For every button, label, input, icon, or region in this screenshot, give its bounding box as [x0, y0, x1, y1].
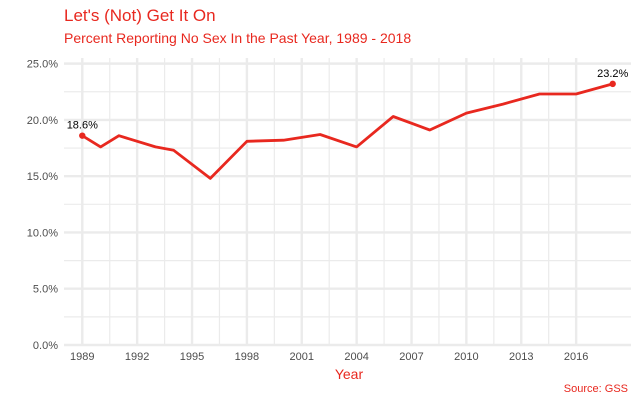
data-label: 23.2%	[597, 68, 628, 80]
source-caption: Source: GSS	[563, 383, 628, 395]
x-tick-label: 2004	[344, 351, 368, 363]
x-tick-label: 2016	[564, 351, 588, 363]
chart-title: Let's (Not) Get It On	[64, 6, 216, 25]
x-tick-label: 1992	[125, 351, 149, 363]
x-tick-label: 1998	[235, 351, 259, 363]
x-tick-label: 2013	[509, 351, 533, 363]
y-tick-label: 20.0%	[27, 115, 58, 127]
chart-subtitle: Percent Reporting No Sex In the Past Yea…	[64, 30, 412, 46]
y-tick-label: 10.0%	[27, 227, 58, 239]
x-tick-label: 2001	[290, 351, 314, 363]
y-tick-label: 0.0%	[33, 340, 58, 352]
x-tick-label: 1995	[180, 351, 204, 363]
y-tick-label: 5.0%	[33, 284, 58, 296]
annotation-point	[79, 132, 86, 139]
data-label: 18.6%	[67, 120, 98, 132]
x-tick-label: 2010	[454, 351, 478, 363]
y-tick-label: 25.0%	[27, 59, 58, 71]
annotation-point	[609, 80, 616, 88]
x-tick-label: 1989	[70, 351, 94, 363]
x-tick-label: 2007	[399, 351, 423, 363]
y-tick-label: 15.0%	[27, 171, 58, 183]
x-axis-title: Year	[335, 366, 364, 382]
series-line	[81, 82, 614, 180]
